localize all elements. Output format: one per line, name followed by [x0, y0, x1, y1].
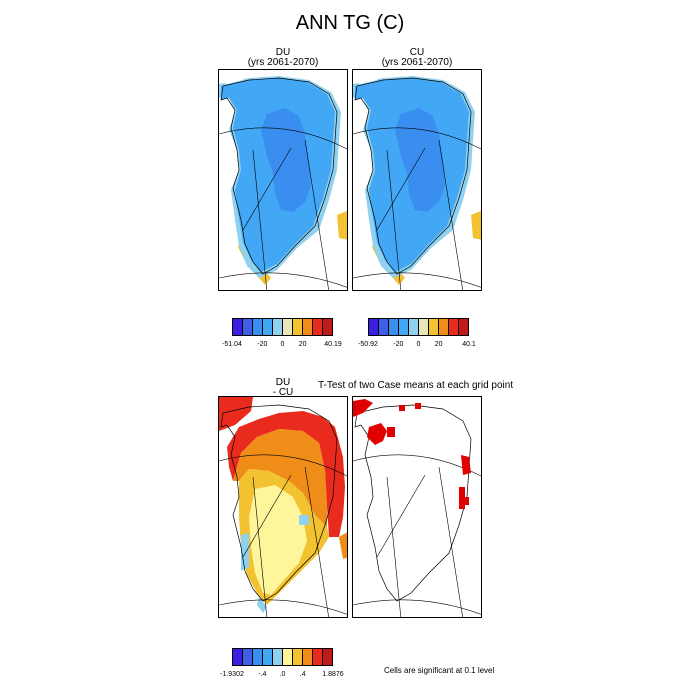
colorbar-diff-cell: [293, 649, 303, 665]
colorbar-cu-cell: [389, 319, 399, 335]
d-north-region: [339, 532, 347, 559]
colorbar-du-tick-label: -51.04: [222, 341, 242, 348]
colorbar-cu: [368, 318, 469, 336]
colorbar-diff-cell: [263, 649, 273, 665]
panel-cu-name: CU: [409, 47, 425, 58]
colorbar-du: [232, 318, 333, 336]
figure-title: ANN TG (C): [295, 12, 405, 34]
panel-diff-line1: DU: [275, 377, 291, 388]
significance-note: Cells are significant at 0.1 level: [384, 666, 495, 675]
panel-diff-line2: - CU: [272, 387, 294, 398]
d-blue-region: [257, 597, 267, 613]
colorbar-diff-tick-label: 1.8876: [322, 671, 344, 678]
colorbar-cu-tick-label: 0: [416, 341, 421, 348]
d-blue-region: [241, 533, 249, 571]
colorbar-du-cell: [263, 319, 273, 335]
c-inner-region: [395, 108, 445, 212]
colorbar-du-cell: [323, 319, 332, 335]
s-sig-region: [353, 399, 373, 417]
colorbar-du-cell: [313, 319, 323, 335]
d-edge-region: [219, 397, 253, 431]
colorbar-diff-tick-label: .4: [299, 671, 306, 678]
colorbar-cu-cell: [379, 319, 389, 335]
colorbar-cu-cell: [439, 319, 449, 335]
s-sig-region: [459, 487, 465, 509]
s-sig-region: [461, 455, 471, 475]
colorbar-cu-cell: [419, 319, 429, 335]
panel-diff-title: DU - CU: [218, 378, 348, 398]
colorbar-cu-ticks: -50.92 -20 0 20 40.1: [358, 341, 476, 351]
panel-cu-title: CU (yrs 2061-2070): [352, 48, 482, 68]
colorbar-cu-cell: [449, 319, 459, 335]
colorbar-du-tick-label: -20: [257, 341, 268, 348]
map-du: [218, 69, 348, 291]
map-du-svg: [219, 70, 347, 290]
s-sig-region: [399, 405, 405, 411]
d-north-region: [233, 429, 327, 527]
colorbar-cu-cell: [409, 319, 419, 335]
colorbar-du-cell: [253, 319, 263, 335]
colorbar-du-tick-label: 20: [298, 341, 307, 348]
ttest-title: T-Test of two Case means at each grid po…: [318, 380, 514, 391]
colorbar-diff-tick-label: -1.9302: [220, 671, 244, 678]
colorbar-du-cell: [293, 319, 303, 335]
s-sig-region: [415, 403, 421, 409]
s-sig-region: [367, 423, 387, 445]
s-sig-region: [387, 427, 395, 437]
map-diff-svg: [219, 397, 347, 617]
colorbar-cu-tick-label: -20: [393, 341, 404, 348]
map-diff: [218, 396, 348, 618]
panel-du-years: (yrs 2061-2070): [247, 57, 319, 68]
colorbar-diff-cell: [243, 649, 253, 665]
colorbar-diff-cell: [313, 649, 323, 665]
colorbar-diff-cell: [253, 649, 263, 665]
colorbar-du-tick-label: 0: [280, 341, 285, 348]
colorbar-cu-cell: [369, 319, 379, 335]
map-cu-svg: [353, 70, 481, 290]
colorbar-du-cell: [243, 319, 253, 335]
colorbar-cu-tick-label: -50.92: [358, 341, 378, 348]
colorbar-du-tick-label: 40.19: [324, 341, 342, 348]
colorbar-du-cell: [233, 319, 243, 335]
c-warm-region: [471, 210, 481, 240]
colorbar-cu-tick-label: 40.1: [462, 341, 476, 348]
s-sig-region: [465, 497, 469, 505]
d-south-region: [249, 485, 307, 595]
colorbar-diff-cell: [323, 649, 332, 665]
colorbar-diff-tick-label: .0: [279, 671, 286, 678]
colorbar-diff: [232, 648, 333, 666]
colorbar-diff-cell: [283, 649, 293, 665]
panel-du-title: DU (yrs 2061-2070): [218, 48, 348, 68]
colorbar-diff-cell: [273, 649, 283, 665]
map-cu: [352, 69, 482, 291]
colorbar-diff-cell: [233, 649, 243, 665]
map-ttest-svg: [353, 399, 481, 617]
colorbar-cu-cell: [429, 319, 439, 335]
colorbar-cu-cell: [459, 319, 468, 335]
d-edge-region: [227, 411, 345, 537]
colorbar-diff-ticks: -1.9302 -.4 .0 .4 1.8876: [220, 671, 344, 681]
colorbar-du-cell: [283, 319, 293, 335]
colorbar-diff-cell: [303, 649, 313, 665]
panel-cu-years: (yrs 2061-2070): [381, 57, 453, 68]
colorbar-du-ticks: -51.04 -20 0 20 40.19: [222, 341, 342, 351]
c-inner-region: [261, 108, 311, 212]
d-blue-region: [299, 515, 309, 525]
map-ttest: [352, 396, 482, 618]
colorbar-du-cell: [303, 319, 313, 335]
colorbar-du-cell: [273, 319, 283, 335]
c-warm-region: [337, 210, 347, 240]
colorbar-diff-tick-label: -.4: [258, 671, 267, 678]
colorbar-cu-tick-label: 20: [434, 341, 443, 348]
colorbar-cu-cell: [399, 319, 409, 335]
panel-du-name: DU: [275, 47, 291, 58]
